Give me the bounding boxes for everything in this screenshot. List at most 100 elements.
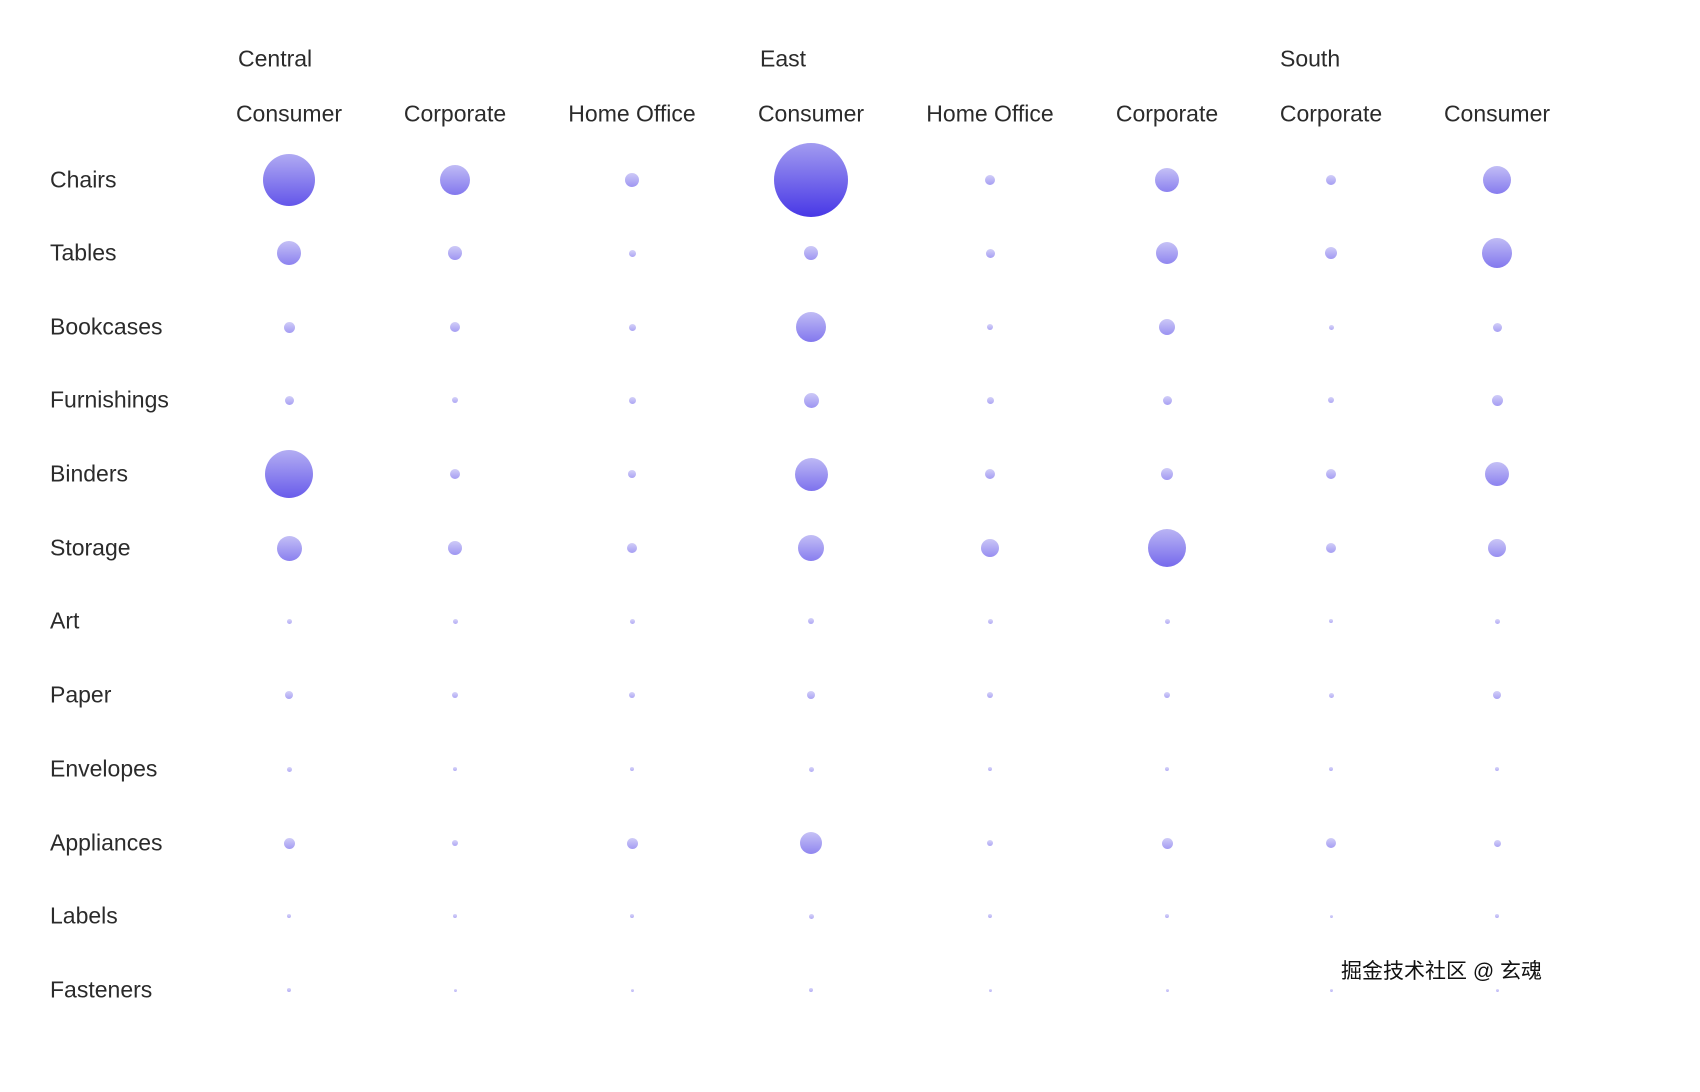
- bubble[interactable]: [286, 766, 292, 772]
- bubble[interactable]: [628, 249, 636, 257]
- bubble[interactable]: [263, 154, 315, 206]
- bubble[interactable]: [283, 837, 295, 849]
- bubble[interactable]: [808, 766, 814, 772]
- bubble[interactable]: [452, 397, 458, 403]
- bubble[interactable]: [1495, 767, 1499, 771]
- bubble[interactable]: [287, 914, 291, 918]
- bubble[interactable]: [626, 837, 638, 849]
- bubble[interactable]: [1482, 238, 1512, 268]
- bubble[interactable]: [1329, 914, 1333, 918]
- row-label: Binders: [50, 460, 128, 487]
- bubble[interactable]: [628, 323, 636, 331]
- bubble[interactable]: [985, 248, 995, 258]
- bubble[interactable]: [1165, 988, 1169, 992]
- bubble[interactable]: [1328, 692, 1334, 698]
- bubble[interactable]: [985, 175, 995, 185]
- bubble[interactable]: [988, 988, 992, 992]
- bubble[interactable]: [1495, 988, 1499, 992]
- bubble[interactable]: [453, 767, 457, 771]
- row-label: Furnishings: [50, 386, 169, 413]
- bubble[interactable]: [1491, 394, 1503, 406]
- bubble[interactable]: [285, 691, 293, 699]
- bubble[interactable]: [452, 840, 458, 846]
- bubble[interactable]: [803, 392, 819, 408]
- bubble[interactable]: [1161, 837, 1173, 849]
- bubble[interactable]: [1164, 692, 1170, 698]
- bubble[interactable]: [1148, 529, 1186, 567]
- bubble[interactable]: [794, 457, 828, 491]
- bubble[interactable]: [1485, 462, 1509, 486]
- bubble[interactable]: [808, 913, 814, 919]
- bubble[interactable]: [981, 539, 999, 557]
- bubble[interactable]: [452, 692, 458, 698]
- bubble[interactable]: [283, 321, 295, 333]
- bubble[interactable]: [1488, 539, 1506, 557]
- bubble[interactable]: [1325, 247, 1337, 259]
- bubble[interactable]: [796, 312, 826, 342]
- bubble[interactable]: [629, 618, 635, 624]
- bubble[interactable]: [628, 396, 636, 404]
- bubble[interactable]: [448, 541, 462, 555]
- bubble[interactable]: [1165, 767, 1169, 771]
- bubble[interactable]: [1156, 242, 1178, 264]
- bubble[interactable]: [1492, 322, 1502, 332]
- bubble[interactable]: [1329, 988, 1333, 992]
- bubble[interactable]: [1493, 839, 1501, 847]
- bubble[interactable]: [1155, 168, 1179, 192]
- bubble[interactable]: [630, 767, 634, 771]
- bubble[interactable]: [450, 322, 460, 332]
- bubble[interactable]: [987, 840, 993, 846]
- bubble[interactable]: [1483, 166, 1511, 194]
- bubble[interactable]: [1328, 397, 1334, 403]
- bubble[interactable]: [629, 692, 635, 698]
- bubble[interactable]: [277, 241, 301, 265]
- bubble[interactable]: [627, 543, 637, 553]
- bubble[interactable]: [265, 450, 313, 498]
- bubble[interactable]: [800, 832, 822, 854]
- bubble[interactable]: [1165, 914, 1169, 918]
- bubble[interactable]: [1329, 619, 1333, 623]
- bubble[interactable]: [450, 469, 460, 479]
- bubble[interactable]: [1494, 618, 1500, 624]
- bubble[interactable]: [448, 246, 462, 260]
- bubble[interactable]: [628, 470, 636, 478]
- bubble[interactable]: [453, 914, 457, 918]
- bubble[interactable]: [1326, 543, 1336, 553]
- bubble[interactable]: [452, 618, 458, 624]
- bubble[interactable]: [807, 691, 815, 699]
- bubble[interactable]: [1326, 838, 1336, 848]
- bubble[interactable]: [988, 767, 992, 771]
- bubble[interactable]: [808, 618, 814, 624]
- bubble[interactable]: [286, 618, 292, 624]
- bubble[interactable]: [453, 988, 457, 992]
- bubble[interactable]: [1326, 469, 1336, 479]
- bubble[interactable]: [630, 914, 634, 918]
- bubble[interactable]: [986, 396, 994, 404]
- bubble[interactable]: [988, 914, 992, 918]
- bubble[interactable]: [630, 988, 634, 992]
- bubble[interactable]: [987, 692, 993, 698]
- bubble[interactable]: [1164, 618, 1170, 624]
- bubble[interactable]: [804, 246, 818, 260]
- bubble[interactable]: [440, 165, 470, 195]
- bubble[interactable]: [1328, 324, 1334, 330]
- bubble[interactable]: [276, 535, 302, 561]
- column-group-label: South: [1280, 45, 1341, 72]
- bubble[interactable]: [1495, 914, 1499, 918]
- bubble[interactable]: [809, 988, 813, 992]
- bubble[interactable]: [287, 988, 291, 992]
- bubble[interactable]: [1329, 767, 1333, 771]
- row-label: Appliances: [50, 829, 163, 856]
- bubble[interactable]: [625, 173, 639, 187]
- bubble[interactable]: [1493, 691, 1501, 699]
- bubble[interactable]: [987, 324, 993, 330]
- bubble[interactable]: [1162, 395, 1172, 405]
- bubble[interactable]: [284, 395, 294, 405]
- bubble[interactable]: [774, 143, 848, 217]
- bubble[interactable]: [985, 469, 995, 479]
- bubble[interactable]: [1161, 468, 1173, 480]
- bubble[interactable]: [1326, 175, 1336, 185]
- bubble[interactable]: [798, 535, 824, 561]
- bubble[interactable]: [1159, 319, 1175, 335]
- bubble[interactable]: [987, 618, 993, 624]
